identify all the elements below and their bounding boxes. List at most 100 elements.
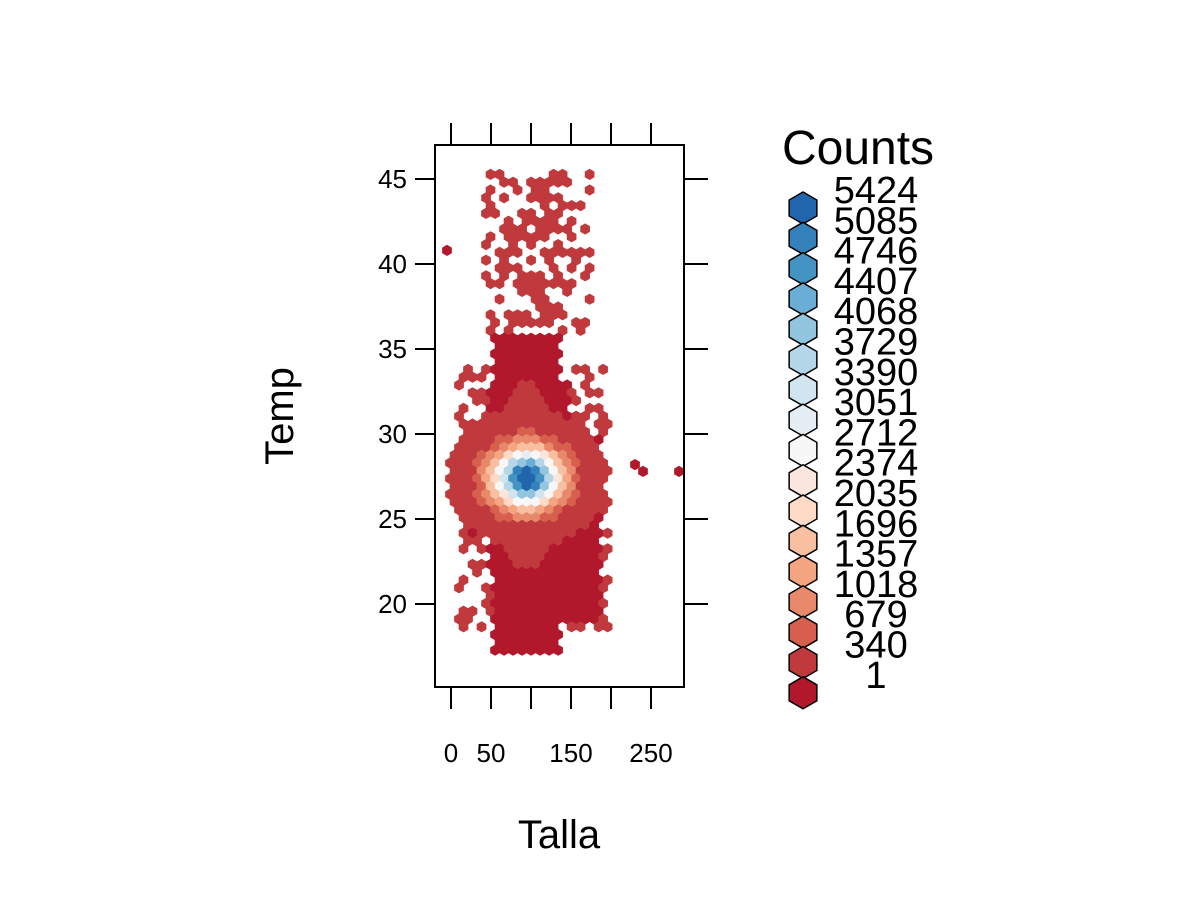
hexbin-cell: [508, 332, 518, 344]
hexbin-cell: [589, 566, 599, 578]
hexbin-cell: [580, 566, 590, 578]
hexbin-cell: [598, 473, 608, 485]
hexbin-cell: [485, 402, 496, 414]
hexbin-cell: [535, 363, 545, 375]
hexbin-cell: [508, 629, 518, 641]
hexbin-cell: [539, 356, 550, 368]
hexbin-cell: [544, 441, 554, 453]
hexbin-cell: [580, 519, 590, 531]
hexbin-cell: [485, 480, 496, 492]
hexbin-cell: [517, 457, 527, 469]
hexbin-cell: [535, 613, 545, 625]
hexbin-cell: [521, 621, 532, 633]
hexbin-cell: [503, 340, 514, 352]
hexbin-cell: [494, 605, 505, 617]
hexbin-cell: [571, 582, 581, 594]
legend-break-label: 4068: [834, 291, 919, 333]
hexbin-cell: [571, 317, 581, 329]
hexbin-cell: [449, 480, 460, 492]
hexbin-cell: [544, 613, 554, 625]
hexbin-cell: [602, 621, 613, 633]
hexbin-cell: [530, 527, 541, 539]
hexbin-cell: [602, 418, 613, 430]
hexbin-cell: [494, 465, 505, 477]
y-tick-label: 40: [378, 249, 407, 279]
hexbin-cell: [530, 621, 541, 633]
hexbin-cell: [580, 473, 590, 485]
hexbin-cell: [503, 309, 514, 321]
hexbin-cell: [476, 527, 487, 539]
hexbin-cell: [584, 371, 595, 383]
hexbin-cell: [535, 488, 545, 500]
hexbin-cell: [535, 317, 545, 329]
hexbin-cell: [544, 457, 554, 469]
hexbin-cell: [526, 207, 536, 219]
hexbin-cell: [521, 340, 532, 352]
hexbin-cell: [535, 519, 545, 531]
hexbin-cell: [557, 278, 568, 290]
hexbin-cell: [494, 168, 505, 180]
hexbin-cell: [557, 558, 568, 570]
hexbin-cell: [512, 184, 523, 196]
hexbin-cell: [571, 551, 581, 563]
hexbin-cell: [562, 582, 572, 594]
hexbin-cell: [539, 512, 550, 524]
hexbin-cell: [490, 426, 500, 438]
hexbin-cell: [512, 434, 523, 446]
legend-hex: [788, 645, 818, 680]
hexbin-cell: [544, 629, 554, 641]
hexbin-cell: [499, 566, 509, 578]
hexbin-cell: [485, 168, 496, 180]
hexbin-cell: [454, 410, 464, 422]
legend-hex: [788, 221, 818, 256]
hexbin-cell: [472, 441, 482, 453]
hexbin-cell: [566, 231, 577, 243]
hexbin-cell: [575, 480, 586, 492]
hexbin-cell: [598, 457, 608, 469]
hexbin-cell: [602, 527, 613, 539]
hexbin-cell: [557, 434, 568, 446]
hexbin-cell: [490, 363, 500, 375]
hexbin-cell: [508, 363, 518, 375]
hexbin-cell: [490, 473, 500, 485]
hexbin-cell: [598, 551, 608, 563]
hexbin-cell: [566, 449, 577, 461]
hexbin-cell: [562, 176, 572, 188]
hexbin-cell: [575, 574, 586, 586]
hexbin-cell: [490, 597, 500, 609]
hexbin-cell: [521, 418, 532, 430]
hexbin-cell: [584, 590, 595, 602]
hexbin-cell: [602, 465, 613, 477]
hexbin-cell: [517, 332, 527, 344]
hexbin-cell: [499, 504, 509, 516]
hexbin-cell: [508, 644, 518, 656]
hexbin-cell: [553, 441, 563, 453]
hexbin-cell: [593, 512, 604, 524]
hexbin-cell: [494, 356, 505, 368]
hexbin-cell: [557, 590, 568, 602]
hexbin-cell: [584, 512, 595, 524]
hexbin-cell: [521, 387, 532, 399]
hexbin-cell: [467, 558, 478, 570]
y-tick-label: 30: [378, 419, 407, 449]
hexbin-cell: [553, 488, 563, 500]
hexbin-cell: [535, 535, 545, 547]
hexbin-cell: [584, 402, 595, 414]
hexbin-cell: [598, 504, 608, 516]
hexbin-cell: [593, 449, 604, 461]
y-tick-label: 45: [378, 164, 407, 194]
hexbin-cell: [490, 410, 500, 422]
hexbin-cell: [463, 504, 473, 516]
hexbin-cell: [553, 597, 563, 609]
hexbin-cell: [553, 566, 563, 578]
plot-panel: [434, 144, 685, 688]
legend-hex: [788, 433, 818, 468]
hexbin-cell: [539, 387, 550, 399]
hexbin-cell: [580, 597, 590, 609]
hexbin-cell: [566, 480, 577, 492]
hexbin-cell: [566, 590, 577, 602]
hexbin-cell: [566, 200, 577, 212]
hexbin-cell: [575, 449, 586, 461]
hexbin-cell: [584, 434, 595, 446]
hexbin-cell: [562, 613, 572, 625]
